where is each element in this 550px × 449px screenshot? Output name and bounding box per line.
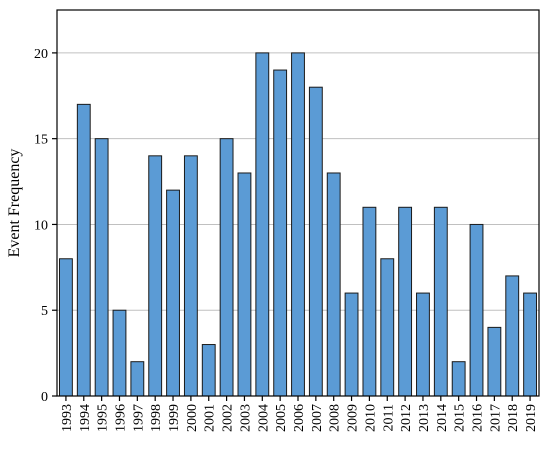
bar-2019 — [523, 292, 538, 397]
bar-2006 — [291, 52, 305, 397]
bar-2009 — [344, 292, 359, 397]
x-tick-label: 2001 — [203, 404, 218, 432]
x-tick-label: 2014 — [435, 404, 450, 432]
bar-2007 — [308, 86, 323, 397]
x-tick-label: 2002 — [221, 404, 236, 432]
x-tick-label: 2013 — [417, 404, 432, 432]
bar-1999 — [166, 189, 180, 397]
bar-2014 — [433, 206, 448, 397]
bar-2005 — [273, 69, 288, 397]
x-tick-label: 2011 — [381, 404, 396, 431]
y-tick-label: 20 — [34, 47, 48, 62]
x-tick-label: 1995 — [96, 404, 111, 432]
bar-1998 — [148, 155, 163, 397]
x-tick-label: 2007 — [310, 404, 325, 432]
bar-2012 — [398, 206, 413, 397]
y-tick-label: 0 — [41, 390, 48, 405]
x-tick-label: 2004 — [256, 404, 271, 432]
bar-1997 — [130, 361, 145, 397]
bar-2018 — [505, 275, 520, 397]
bar-2011 — [380, 258, 395, 397]
x-tick-label: 1998 — [149, 404, 164, 432]
x-tick-label: 2018 — [506, 404, 521, 432]
bar-2015 — [451, 361, 466, 397]
x-tick-label: 1996 — [113, 404, 128, 432]
x-tick-label: 2003 — [238, 404, 253, 432]
bar-2010 — [362, 206, 377, 397]
x-tick-label: 1999 — [167, 404, 182, 432]
x-tick-label: 1997 — [131, 404, 146, 432]
bars — [58, 52, 538, 397]
bar-2001 — [201, 344, 216, 397]
bar-1995 — [94, 138, 109, 397]
x-tick-label: 2015 — [453, 404, 468, 432]
x-tick-label: 2005 — [274, 404, 289, 432]
x-tick-label: 2016 — [471, 404, 486, 432]
bar-2013 — [416, 292, 430, 397]
bar-2008 — [326, 172, 341, 397]
y-axis-ticks: 0 5 10 15 20 — [34, 47, 57, 405]
x-tick-label: 2009 — [346, 404, 361, 432]
x-tick-label: 2012 — [399, 404, 414, 432]
bar-1996 — [112, 309, 127, 397]
bar-2003 — [237, 172, 252, 397]
y-tick-label: 5 — [41, 304, 48, 319]
x-tick-label: 2008 — [328, 404, 343, 432]
x-tick-label: 1993 — [60, 404, 75, 432]
bar-2017 — [487, 326, 502, 397]
y-tick-label: 10 — [34, 218, 48, 233]
y-tick-label: 15 — [34, 133, 48, 148]
bar-2016 — [469, 223, 484, 397]
bar-1993 — [58, 258, 73, 397]
x-tick-label: 2017 — [488, 404, 503, 432]
bar-1994 — [76, 103, 91, 397]
bar-2004 — [255, 52, 270, 397]
bar-2002 — [219, 138, 234, 397]
x-tick-label: 2010 — [363, 404, 378, 432]
x-tick-label: 1994 — [78, 404, 93, 432]
y-axis-label: Event Frequency — [6, 149, 23, 258]
bar-2000 — [183, 155, 198, 397]
x-tick-label: 2006 — [292, 404, 307, 432]
x-tick-label: 2019 — [524, 404, 539, 432]
x-axis-ticks: 1993 1994 1995 1996 1997 1998 1999 2000 2001 2002… — [60, 396, 539, 432]
x-tick-label: 2000 — [185, 404, 200, 432]
